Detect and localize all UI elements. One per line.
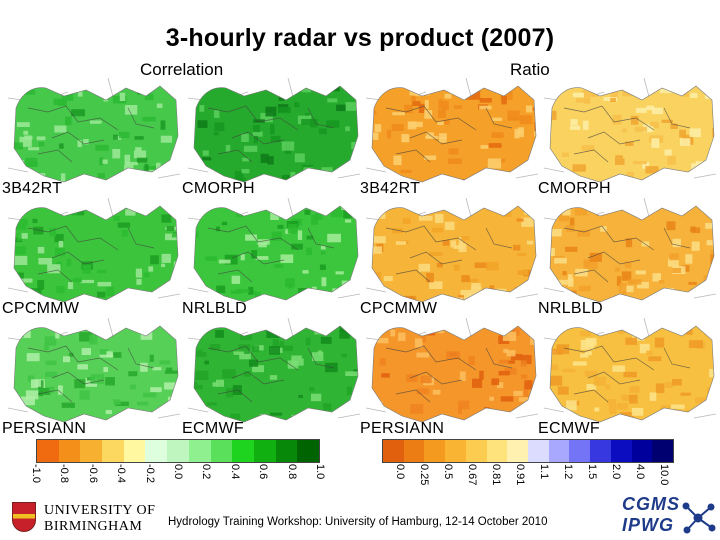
colorbar-tick-label: 1.0: [314, 464, 326, 480]
colorbar-swatch: [297, 440, 319, 462]
colorbar-swatch: [37, 440, 59, 462]
panel-label: NRLBLD: [182, 300, 247, 317]
colorbar-swatch: [569, 440, 591, 462]
map-panel: [544, 198, 716, 306]
colorbar-swatch: [188, 440, 211, 462]
map-panel: [544, 318, 716, 426]
colorbar-swatch: [210, 440, 233, 462]
map-panel: [8, 78, 180, 186]
colorbar-tick-label: 0.0: [394, 464, 406, 480]
map-panel: [188, 198, 360, 306]
colorbar-swatch: [232, 440, 254, 462]
correlation-colorbar: [36, 439, 320, 463]
panel-label: CPCMMW: [360, 300, 438, 317]
colorbar-swatch: [548, 440, 570, 462]
colorbar-tick-label: 0.2: [200, 464, 213, 480]
panel-label: 3B42RT: [2, 180, 63, 197]
colorbar-tick-label: 0.91: [514, 464, 526, 486]
colorbar-swatch: [631, 440, 653, 462]
crest-icon: [12, 502, 36, 532]
panel-label: ECMWF: [182, 420, 244, 437]
colorbar-swatch: [102, 440, 124, 462]
colorbar-tick-label: 1.5: [586, 464, 598, 480]
footer-text: Hydrology Training Workshop: University …: [168, 516, 548, 528]
colorbar-tick-label: 0.81: [490, 464, 502, 486]
colorbar-swatch: [507, 440, 529, 462]
colorbar-swatch: [167, 440, 189, 462]
ipwg-logo-text: IPWG: [622, 515, 674, 535]
slide-title: 3-hourly radar vs product (2007): [165, 24, 555, 52]
panel-label: PERSIANN: [360, 420, 445, 437]
map-panel: [188, 318, 360, 426]
colorbar-tick-label: 0.25: [418, 464, 430, 486]
colorbar-swatch: [123, 440, 146, 462]
map-panel: [8, 198, 180, 306]
colorbar-tick-label: 0.6: [257, 464, 270, 480]
panel-label: CPCMMW: [2, 300, 80, 317]
map-panel: [8, 318, 180, 426]
map-panel: [366, 198, 538, 306]
cgms-ipwg-logo: CGMS IPWG: [622, 494, 718, 540]
cgms-logo-text: CGMS: [622, 494, 680, 514]
colorbar-swatch: [80, 440, 103, 462]
panel-label: CMORPH: [182, 180, 255, 197]
colorbar-swatch: [424, 440, 446, 462]
ratio-header: Ratio: [510, 60, 550, 79]
colorbar-tick-label: 1.1: [538, 464, 550, 480]
colorbar-swatch: [253, 440, 276, 462]
colorbar-swatch: [445, 440, 466, 462]
map-panel: [366, 78, 538, 186]
colorbar-swatch: [486, 440, 508, 462]
colorbar-swatch: [383, 440, 404, 462]
map-panel: [366, 318, 538, 426]
network-icon: [682, 502, 716, 534]
colorbar-swatch: [58, 440, 81, 462]
colorbar-tick-label: 0.67: [466, 464, 478, 486]
logo-line-1: UNIVERSITY OF: [44, 503, 156, 518]
panel-label: PERSIANN: [2, 420, 87, 437]
colorbar-tick-label: 0.5: [442, 464, 454, 480]
map-panel: [188, 78, 360, 186]
colorbar-swatch: [403, 440, 425, 462]
colorbar-swatch: [610, 440, 632, 462]
colorbar-swatch: [528, 440, 549, 462]
colorbar-tick-label: 0.8: [285, 464, 298, 480]
colorbar-tick-label: 0.0: [172, 464, 184, 480]
university-logo: UNIVERSITY OF BIRMINGHAM: [12, 500, 162, 536]
colorbar-swatch: [590, 440, 611, 462]
colorbar-swatch: [652, 440, 674, 462]
colorbar-swatch: [465, 440, 487, 462]
correlation-header: Correlation: [140, 60, 224, 79]
logo-line-2: BIRMINGHAM: [44, 519, 143, 534]
panel-label: CMORPH: [538, 180, 611, 197]
colorbar-swatch: [145, 440, 168, 462]
colorbar-tick-label: 1.2: [562, 464, 574, 480]
panel-label: 3B42RT: [360, 180, 421, 197]
ratio-colorbar: [382, 439, 674, 463]
colorbar-tick-label: 0.4: [228, 464, 241, 480]
panel-label: NRLBLD: [538, 300, 603, 317]
colorbar-swatch: [275, 440, 298, 462]
map-panel: [544, 78, 716, 186]
panel-label: ECMWF: [538, 420, 600, 437]
